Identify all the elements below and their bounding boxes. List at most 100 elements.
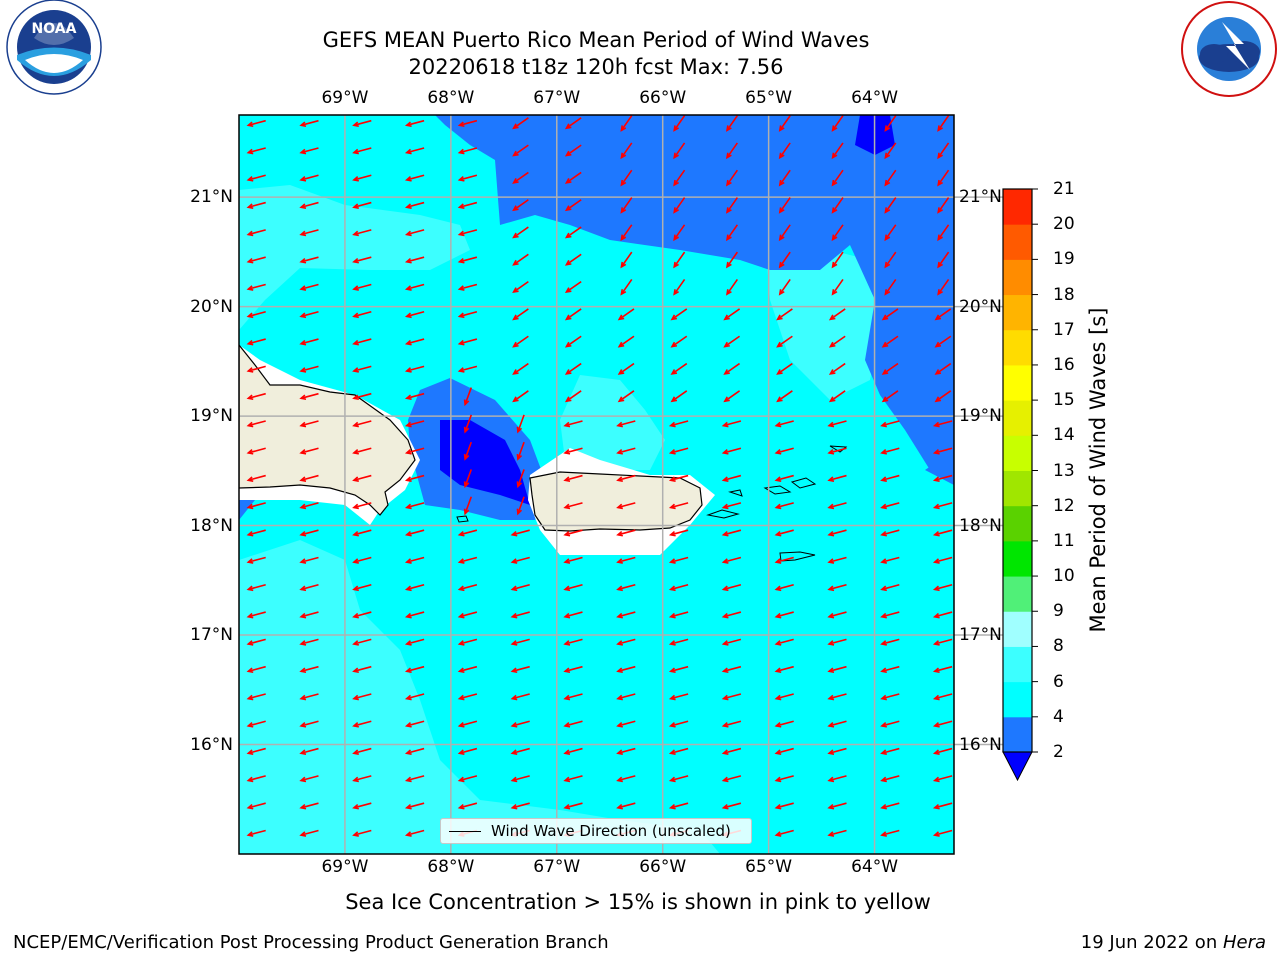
wind-wave-arrow <box>723 638 742 645</box>
wind-wave-arrowhead <box>880 503 887 510</box>
wind-wave-arrow <box>828 529 847 536</box>
wind-wave-arrow <box>776 420 794 427</box>
wind-wave-arrow <box>300 775 319 782</box>
wind-wave-arrow <box>828 665 847 673</box>
colorbar-tick-label: 17 <box>1053 319 1075 340</box>
wind-wave-arrow <box>512 665 530 673</box>
wind-wave-arrowhead <box>828 314 836 321</box>
wind-wave-arrow <box>300 338 319 345</box>
wind-wave-arrowhead <box>404 612 412 619</box>
legend-label: Wind Wave Direction (unscaled) <box>491 822 731 840</box>
wind-wave-arrow <box>248 256 266 263</box>
wind-wave-arrowhead <box>673 234 679 242</box>
wind-wave-arrow <box>353 802 372 809</box>
wind-wave-arrowhead <box>457 722 465 728</box>
wind-wave-arrowhead <box>673 289 679 296</box>
wind-wave-arrowhead <box>510 558 518 564</box>
wind-wave-arrowhead <box>248 859 253 863</box>
wind-wave-arrow <box>617 529 636 536</box>
wind-wave-arrow <box>248 174 266 181</box>
wind-wave-arrowhead <box>512 369 519 375</box>
wind-wave-arrowhead <box>246 694 254 701</box>
wind-wave-arrow <box>406 829 425 836</box>
wind-wave-arrowhead <box>932 640 940 646</box>
wind-wave-arrow <box>618 858 635 863</box>
wind-wave-arrow <box>406 447 425 454</box>
wind-wave-arrowhead <box>510 776 518 783</box>
wind-wave-arrow <box>828 556 847 563</box>
wind-wave-arrowhead <box>831 125 838 132</box>
wind-wave-arrow <box>248 201 266 209</box>
wind-wave-arrow <box>617 502 636 509</box>
wind-wave-arrowhead <box>880 612 887 619</box>
wind-wave-arrowhead <box>884 179 891 187</box>
wind-wave-arrowhead <box>616 558 623 564</box>
wind-wave-arrow <box>937 142 950 159</box>
wind-wave-arrow <box>673 142 686 159</box>
wind-wave-arrow <box>565 199 582 211</box>
wind-wave-arrowhead <box>725 152 732 160</box>
lon-tick-label: 67°W <box>533 88 581 108</box>
wind-wave-arrow <box>565 362 582 375</box>
wind-wave-arrow <box>406 365 425 372</box>
wind-wave-arrow <box>726 278 739 295</box>
wind-wave-arrowhead <box>352 694 359 701</box>
wind-wave-arrow <box>513 390 529 402</box>
wind-wave-arrowhead <box>516 426 523 434</box>
wind-wave-arrowhead <box>510 585 518 592</box>
wind-wave-arrow <box>300 693 319 700</box>
wind-wave-arrowhead <box>725 207 732 214</box>
wind-wave-arrow <box>565 280 582 293</box>
wind-wave-arrowhead <box>457 640 465 646</box>
wind-wave-arrowhead <box>564 232 572 239</box>
colorbar-tick-label: 19 <box>1053 249 1075 270</box>
wind-wave-arrow <box>723 529 742 536</box>
wind-wave-arrow <box>517 414 525 433</box>
wind-wave-arrowhead <box>827 503 835 510</box>
wind-wave-arrow <box>248 802 266 809</box>
wind-wave-arrowhead <box>774 421 782 428</box>
wind-wave-arrow <box>406 392 425 400</box>
wind-wave-arrowhead <box>246 257 254 264</box>
wind-wave-arrow <box>934 529 953 536</box>
wind-wave-arrow <box>248 858 265 863</box>
wind-wave-arrow <box>617 420 636 427</box>
wind-wave-arrowhead <box>564 150 572 157</box>
footer-host: Hera <box>1222 932 1266 953</box>
wind-wave-arrow <box>353 256 372 263</box>
wind-wave-arrow <box>248 829 266 836</box>
colorbar-segment <box>1003 646 1032 683</box>
wind-wave-arrowhead <box>668 694 676 701</box>
wind-wave-arrowhead <box>827 831 835 837</box>
wind-wave-arrow <box>513 335 529 348</box>
wind-wave-arrow <box>248 556 266 563</box>
wind-wave-arrow <box>723 693 742 700</box>
wind-wave-arrow <box>620 224 633 241</box>
wind-wave-arrowhead <box>725 289 732 296</box>
lat-tick-label: 16°N <box>959 734 1002 755</box>
wind-wave-arrowhead <box>827 776 835 783</box>
wind-wave-arrowhead <box>668 776 676 783</box>
wind-wave-arrow <box>617 802 636 809</box>
wind-wave-arrow <box>884 197 897 213</box>
wind-wave-arrow <box>564 802 583 809</box>
wind-wave-arrowhead <box>881 396 889 403</box>
wind-wave-arrow <box>459 775 478 782</box>
wind-wave-arrow <box>406 775 425 782</box>
wind-wave-arrowhead <box>407 859 412 863</box>
wind-wave-arrow <box>248 720 266 727</box>
wind-wave-arrowhead <box>246 776 254 783</box>
wind-wave-arrow <box>723 420 742 427</box>
wind-wave-arrow <box>300 256 319 263</box>
wind-wave-arrow <box>620 278 633 295</box>
wind-wave-arrowhead <box>774 612 782 619</box>
wind-wave-arrow <box>406 665 425 673</box>
wind-wave-arrowhead <box>721 421 729 428</box>
wind-wave-arrowhead <box>512 341 519 348</box>
wind-wave-arrow <box>828 829 847 836</box>
wind-wave-arrow <box>670 775 689 782</box>
wind-wave-arrow <box>673 115 686 131</box>
wind-wave-arrowhead <box>617 314 625 321</box>
wind-wave-arrow <box>406 147 425 154</box>
wind-wave-arrowhead <box>457 230 465 237</box>
